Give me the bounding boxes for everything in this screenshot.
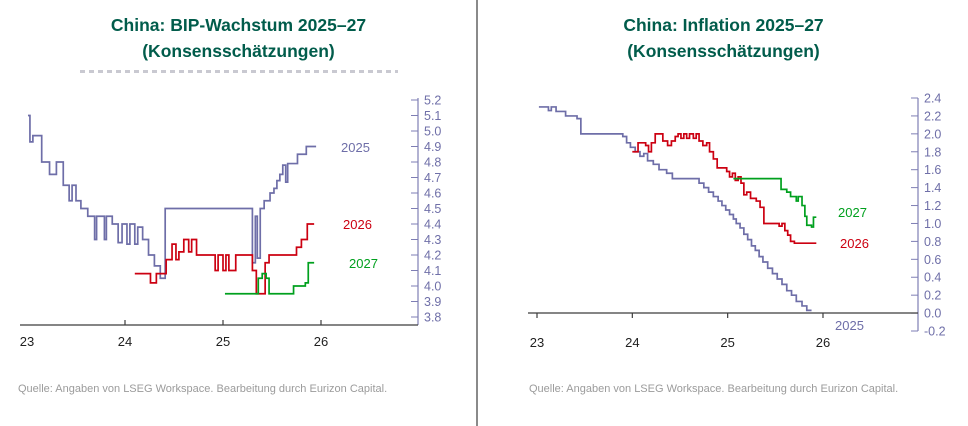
- right-chart-title-line2: (Konsensschätzungen): [627, 41, 820, 61]
- right-source-note: Quelle: Angaben von LSEG Workspace. Bear…: [529, 383, 899, 395]
- y-tick-label: 5.2: [424, 94, 441, 108]
- y-tick-label: 3.9: [424, 295, 441, 309]
- y-tick-label: 4.3: [424, 233, 441, 247]
- y-tick-label: 4.7: [424, 171, 441, 185]
- series-label-2027-left: 2027: [349, 256, 378, 271]
- y-tick-label: 1.6: [924, 163, 941, 177]
- y-tick-label: 4.5: [424, 202, 441, 216]
- x-tick-label: 23: [530, 335, 544, 350]
- x-tick-label: 25: [720, 335, 734, 350]
- x-tick-label: 24: [118, 334, 132, 349]
- left-chart-title-line1: China: BIP-Wachstum 2025–27: [110, 15, 367, 35]
- y-tick-label: 5.1: [424, 109, 441, 123]
- right-chart-title-line1: China: Inflation 2025–27: [623, 15, 824, 35]
- y-tick-label: 4.9: [424, 140, 441, 154]
- left-chart-title-line2: (Konsensschätzungen): [142, 41, 335, 61]
- series-label-2027-right: 2027: [838, 205, 867, 220]
- y-tick-label: 4.1: [424, 264, 441, 278]
- y-tick-label: 5.0: [424, 125, 441, 139]
- y-tick-label: 4.0: [424, 280, 441, 294]
- y-tick-label: 4.6: [424, 187, 441, 201]
- series-label-2025-left: 2025: [341, 140, 370, 155]
- y-tick-label: 2.4: [924, 92, 941, 106]
- series-line-2025-left: [27, 114, 317, 280]
- y-tick-label: 2.0: [924, 127, 941, 141]
- series-label-2025-right: 2025: [835, 318, 864, 333]
- series-line-2025-right: [538, 106, 812, 312]
- y-tick-label: 1.0: [924, 217, 941, 231]
- x-tick-label: 25: [216, 334, 230, 349]
- left-chart-title: China: BIP-Wachstum 2025–27 (Konsensschä…: [0, 12, 477, 64]
- panel-divider: [476, 0, 478, 426]
- y-tick-label: 0.8: [924, 235, 941, 249]
- right-chart-title: China: Inflation 2025–27 (Konsensschätzu…: [479, 12, 968, 64]
- series-label-2026-left: 2026: [343, 217, 372, 232]
- x-tick-label: 26: [816, 335, 830, 350]
- clipped-text-artifact: [80, 70, 398, 73]
- series-line-2027-right: [733, 177, 817, 228]
- series-line-2027-left: [224, 261, 315, 295]
- series-line-2026-left: [134, 223, 315, 295]
- y-tick-label: -0.2: [924, 325, 946, 339]
- y-tick-label: 0.6: [924, 253, 941, 267]
- y-tick-label: 0.4: [924, 271, 941, 285]
- y-tick-label: 1.8: [924, 145, 941, 159]
- y-tick-label: 3.8: [424, 311, 441, 325]
- x-tick-label: 24: [625, 335, 639, 350]
- y-tick-label: 4.4: [424, 218, 441, 232]
- left-source-note: Quelle: Angaben von LSEG Workspace. Bear…: [18, 383, 388, 395]
- x-tick-label: 26: [314, 334, 328, 349]
- y-tick-label: 4.8: [424, 156, 441, 170]
- x-tick-label: 23: [20, 334, 34, 349]
- y-tick-label: 0.0: [924, 307, 941, 321]
- y-tick-label: 1.4: [924, 181, 941, 195]
- series-line-2026-right: [632, 132, 817, 245]
- y-tick-label: 2.2: [924, 109, 941, 123]
- y-tick-label: 4.2: [424, 249, 441, 263]
- y-tick-label: 0.2: [924, 289, 941, 303]
- series-label-2026-right: 2026: [840, 236, 869, 251]
- y-tick-label: 1.2: [924, 199, 941, 213]
